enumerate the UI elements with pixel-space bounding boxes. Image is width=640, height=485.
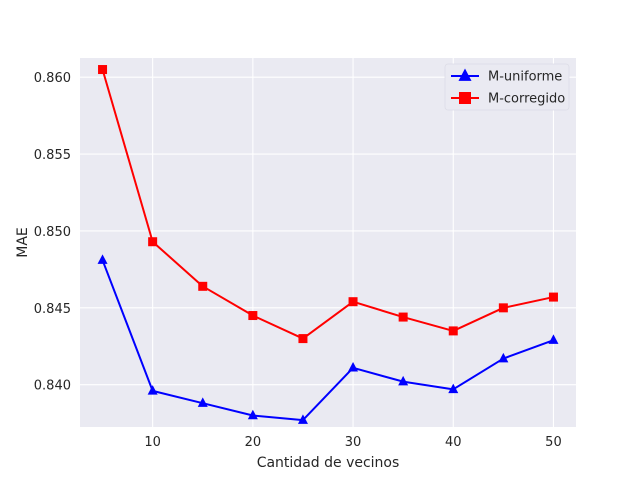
data-point <box>448 383 459 394</box>
data-point <box>198 281 208 291</box>
data-point <box>348 362 359 372</box>
y-tick-label: 0.860 <box>34 71 71 86</box>
data-point <box>348 297 358 307</box>
series-layer <box>97 65 559 424</box>
data-point <box>448 326 458 336</box>
x-tick-label: 50 <box>545 435 562 450</box>
y-tick-label: 0.855 <box>34 148 71 163</box>
y-axis-label: MAE <box>15 227 31 258</box>
legend-label: M-corregido <box>488 92 565 107</box>
y-tick-label: 0.845 <box>34 302 71 317</box>
legend: M-uniforme M-corregido <box>444 63 570 111</box>
data-point <box>298 334 308 344</box>
x-axis-label: Cantidad de vecinos <box>257 455 400 471</box>
y-tick-label: 0.840 <box>34 379 71 394</box>
legend-label: M-uniforme <box>488 70 562 85</box>
data-point <box>548 292 558 302</box>
data-point <box>98 65 108 75</box>
data-point <box>147 385 158 395</box>
series-line <box>101 259 554 422</box>
data-point <box>197 397 208 407</box>
legend-marker <box>458 68 472 81</box>
data-point <box>248 311 258 321</box>
series-M-uniforme <box>97 254 559 424</box>
data-point <box>148 237 158 247</box>
data-point <box>398 312 408 322</box>
data-point <box>97 254 108 264</box>
data-point <box>548 334 559 344</box>
legend-item: M-uniforme <box>451 68 562 85</box>
data-point <box>498 352 509 363</box>
legend-marker <box>459 92 471 104</box>
x-tick-label: 20 <box>245 435 262 450</box>
data-point <box>297 414 308 424</box>
series-line <box>101 69 554 340</box>
tick-labels: 10 20 30 40 50 0.840 0.845 0.850 0.855 0.860 <box>34 71 562 450</box>
x-tick-label: 40 <box>445 435 462 450</box>
data-point <box>247 409 258 420</box>
data-point <box>398 375 409 386</box>
series-M-corregido <box>98 65 558 344</box>
legend-item: M-corregido <box>451 92 565 107</box>
x-tick-label: 30 <box>345 435 362 450</box>
x-tick-label: 10 <box>144 435 161 450</box>
data-point <box>498 303 508 313</box>
y-tick-label: 0.850 <box>34 225 71 240</box>
